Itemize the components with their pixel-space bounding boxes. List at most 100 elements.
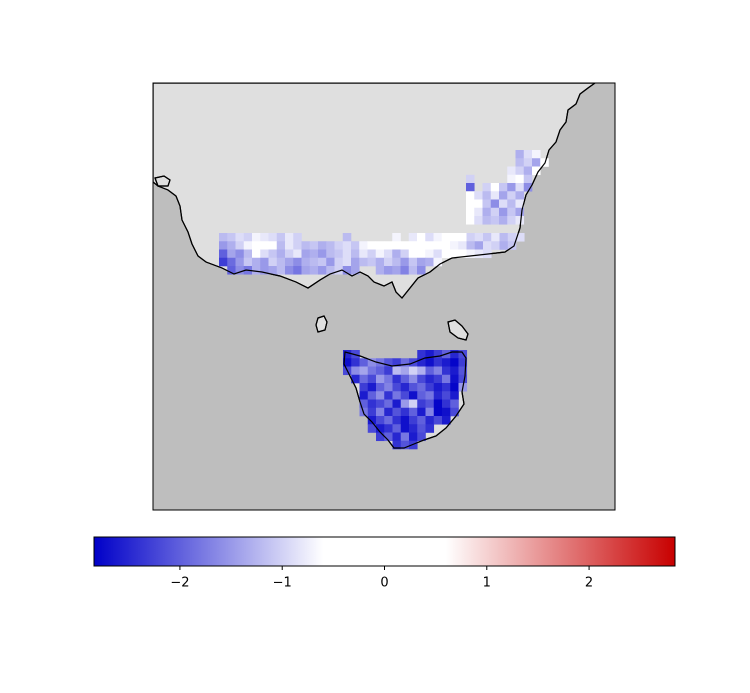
grid-cell [417,383,426,392]
grid-cell [375,241,385,250]
grid-cell [507,174,516,184]
grid-cell [268,266,278,275]
grid-cell [367,358,377,367]
grid-cell [515,183,525,192]
grid-cell [450,366,459,376]
grid-cell [507,241,517,250]
grid-cell [375,249,385,259]
grid-cell [417,424,426,433]
grid-cell [384,374,393,384]
grid-cell [417,416,426,425]
grid-cell [326,241,335,250]
grid-cell [359,374,369,384]
grid-cell [425,416,435,425]
grid-cell [466,199,475,209]
grid-cell [409,407,418,417]
grid-cell [285,266,294,275]
grid-cell [334,266,344,275]
grid-cell [450,249,459,259]
grid-cell [400,257,410,267]
grid-cell [293,233,302,242]
grid-cell [326,249,335,259]
grid-cell [466,174,475,184]
grid-cell [384,358,393,367]
grid-cell [490,216,500,225]
grid-cell [376,391,385,400]
grid-cell [458,358,468,367]
grid-cell [417,366,426,376]
grid-cell [392,249,401,259]
grid-cell [523,174,533,184]
grid-cell [367,249,377,259]
grid-cell [219,249,228,259]
grid-cell [523,158,533,167]
grid-cell [268,233,278,242]
grid-cell [516,233,525,242]
grid-cell [515,191,525,200]
grid-cell [376,366,385,376]
grid-cell [293,266,302,275]
grid-cell [400,366,410,376]
grid-cell [433,366,443,376]
grid-cell [433,249,443,259]
grid-cell [227,266,236,275]
grid-cell [474,249,484,259]
grid-cell [276,266,286,275]
grid-cell [523,183,533,192]
grid-cell [408,241,418,250]
grid-cell [482,199,492,209]
grid-cell [417,358,426,367]
grid-cell [417,432,426,442]
grid-cell [252,241,261,250]
grid-cell [334,257,344,267]
grid-cell [458,241,467,250]
grid-cell [425,350,435,359]
grid-cell [260,249,269,259]
grid-cell [499,191,508,200]
grid-cell [507,199,516,209]
grid-cell [515,150,525,159]
grid-cell [458,233,467,242]
grid-cell [425,366,435,376]
grid-cell [442,366,451,376]
grid-cell [285,257,294,267]
grid-cell [376,424,385,433]
grid-cell [392,399,402,409]
grid-cell [491,241,500,250]
grid-cell [384,399,393,409]
grid-cell [285,249,294,259]
grid-cell [309,257,319,267]
grid-cell [235,257,245,267]
grid-cell [376,407,385,417]
grid-cell [318,266,327,275]
grid-cell [425,249,434,259]
grid-cell [507,166,516,176]
grid-cell [392,241,401,250]
grid-cell [507,233,517,242]
grid-cell [260,241,269,250]
grid-cell [433,407,443,417]
grid-cell [515,216,525,225]
grid-cell [425,399,435,409]
grid-cell [334,249,344,259]
grid-cell [268,257,278,267]
grid-cell [342,266,352,275]
colorbar-tick-label: 2 [585,576,593,591]
grid-cell [375,266,385,275]
grid-cell [359,241,368,250]
grid-cell [400,266,410,275]
grid-cell [515,207,525,217]
grid-cell [442,407,451,417]
grid-cell [450,350,459,359]
grid-cell [433,374,443,384]
grid-cell [359,391,369,400]
grid-cell [268,249,278,259]
grid-cell [243,241,253,250]
grid-cell [342,257,352,267]
grid-cell [491,233,500,242]
grid-cell [532,150,541,159]
grid-cell [392,383,402,392]
grid-cell [359,366,369,376]
